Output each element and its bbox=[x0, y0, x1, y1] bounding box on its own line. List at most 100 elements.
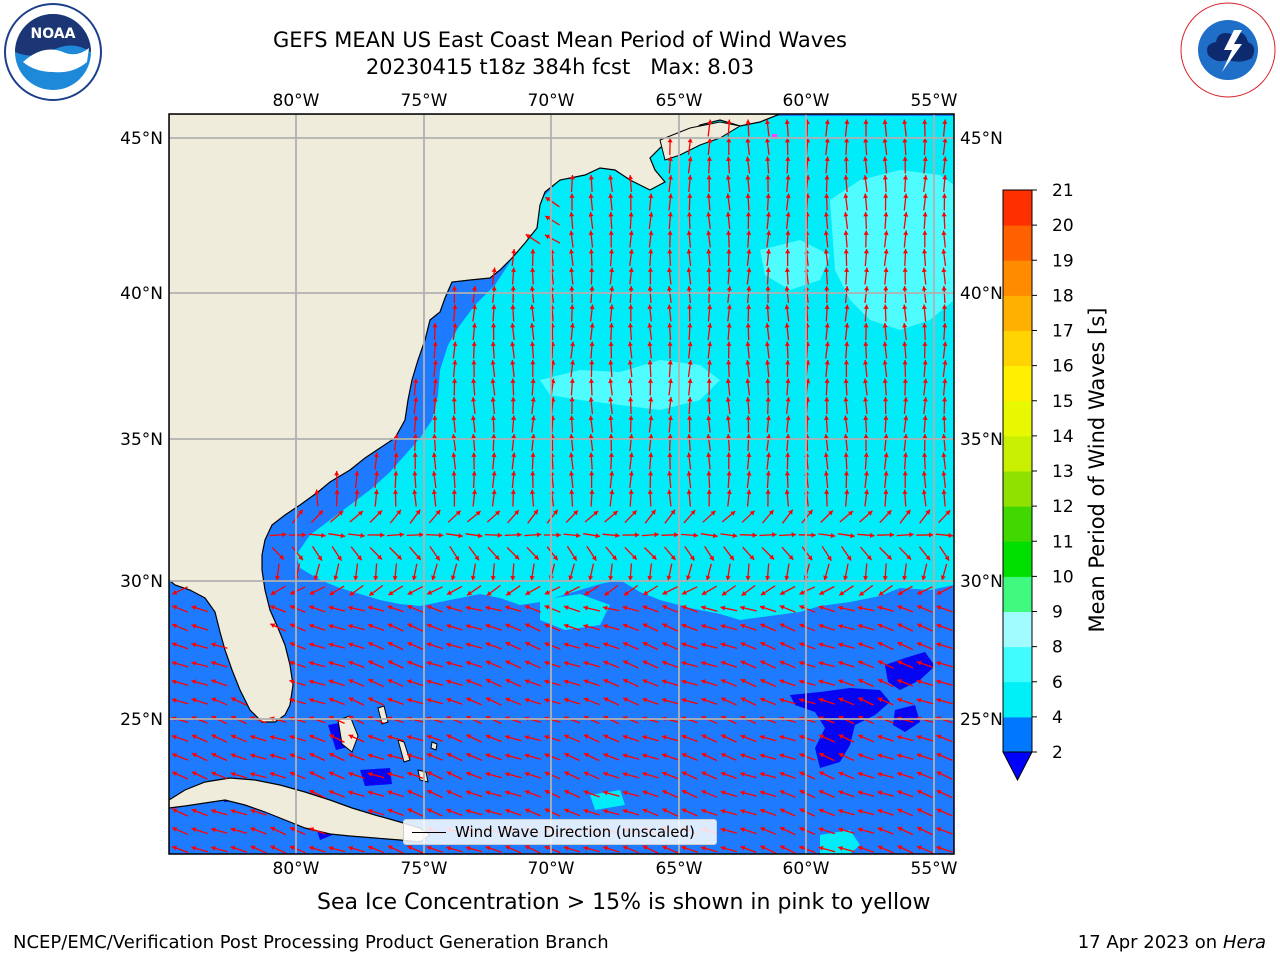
wind-wave-arrowhead bbox=[661, 734, 667, 740]
wind-wave-arrowhead bbox=[569, 267, 575, 273]
wind-wave-arrowhead bbox=[707, 119, 713, 125]
wind-wave-arrowhead bbox=[368, 642, 374, 647]
wind-wave-arrowhead bbox=[823, 212, 829, 217]
wind-wave-arrowhead bbox=[544, 234, 550, 240]
wind-wave-arrowhead bbox=[569, 415, 575, 420]
wind-wave-arrowhead bbox=[824, 156, 830, 162]
wind-wave-arrowhead bbox=[799, 660, 804, 666]
wind-wave-arrowhead bbox=[844, 489, 850, 494]
wind-wave-arrowhead bbox=[882, 138, 888, 143]
wind-wave-arrowhead bbox=[686, 267, 692, 273]
wind-wave-arrowhead bbox=[609, 471, 615, 476]
wind-wave-arrowhead bbox=[740, 642, 746, 647]
wind-wave-arrowhead bbox=[726, 434, 732, 439]
wind-wave-arrowhead bbox=[333, 575, 339, 581]
wind-wave-arrowhead bbox=[368, 660, 374, 666]
wind-wave-arrowhead bbox=[922, 397, 928, 402]
wind-wave-arrowhead bbox=[472, 304, 477, 310]
wind-wave-arrowhead bbox=[485, 660, 491, 666]
wind-wave-arrowhead bbox=[510, 304, 516, 309]
wind-wave-arrowhead bbox=[603, 642, 608, 648]
wind-wave-arrowhead bbox=[726, 156, 732, 161]
wind-wave-arrowhead bbox=[318, 510, 323, 516]
wind-wave-arrowhead bbox=[309, 697, 314, 703]
wind-wave-arrowhead bbox=[211, 679, 217, 684]
wind-wave-arrowhead bbox=[942, 341, 948, 347]
wind-wave-arrowhead bbox=[863, 193, 869, 199]
wind-wave-arrowhead bbox=[348, 660, 354, 666]
wind-wave-arrowhead bbox=[545, 197, 551, 202]
wind-wave-arrowhead bbox=[921, 286, 927, 291]
colorbar-tick-label: 17 bbox=[1052, 322, 1074, 342]
wind-wave-arrowhead bbox=[922, 175, 928, 180]
colorbar-segment bbox=[1003, 681, 1032, 718]
wind-wave-arrowhead bbox=[759, 790, 765, 796]
wind-wave-arrowhead bbox=[377, 510, 382, 516]
wind-wave-arrowhead bbox=[426, 605, 432, 610]
wind-wave-arrowhead bbox=[922, 156, 928, 162]
wind-wave-arrowhead bbox=[799, 590, 805, 595]
wind-wave-arrowhead bbox=[491, 304, 497, 309]
wind-wave-arrowhead bbox=[309, 789, 315, 795]
wind-wave-arrowhead bbox=[583, 752, 589, 758]
wind-wave-arrowhead bbox=[765, 360, 771, 365]
wind-wave-arrowhead bbox=[765, 119, 770, 125]
wind-wave-arrowhead bbox=[524, 771, 530, 777]
wind-wave-arrowhead bbox=[589, 489, 595, 494]
wind-wave-arrowhead bbox=[452, 360, 458, 365]
wind-wave-arrowhead bbox=[726, 230, 732, 235]
wind-wave-arrowhead bbox=[863, 575, 869, 581]
wind-wave-arrowhead bbox=[701, 697, 707, 703]
wind-wave-arrowhead bbox=[670, 555, 676, 560]
wind-wave-arrowhead bbox=[902, 267, 908, 272]
wind-wave-arrowhead bbox=[941, 193, 947, 198]
wind-wave-arrowhead bbox=[942, 378, 948, 384]
wind-wave-arrowhead bbox=[274, 575, 280, 581]
wind-wave-arrowhead bbox=[544, 642, 550, 647]
wind-wave-arrowhead bbox=[902, 323, 908, 328]
wind-wave-arrowhead bbox=[608, 175, 614, 180]
wind-wave-arrowhead bbox=[746, 286, 752, 291]
wind-wave-arrowhead bbox=[760, 679, 766, 684]
gridlines bbox=[169, 114, 954, 854]
wind-wave-arrowhead bbox=[818, 623, 824, 629]
wind-wave-arrowhead bbox=[514, 510, 519, 515]
colorbar-segment bbox=[1003, 365, 1032, 402]
wind-wave-arrowhead bbox=[745, 119, 751, 124]
wind-wave-arrowhead bbox=[648, 397, 654, 402]
wind-wave-arrowhead bbox=[623, 678, 629, 684]
wind-wave-arrowhead bbox=[863, 415, 869, 420]
wind-wave-arrowhead bbox=[348, 790, 354, 796]
wind-wave-arrowhead bbox=[749, 510, 755, 516]
wind-wave-arrowhead bbox=[588, 249, 594, 254]
wind-wave-arrowhead bbox=[609, 489, 615, 495]
wind-wave-arrowhead bbox=[779, 735, 785, 740]
wind-wave-arrowhead bbox=[799, 623, 805, 629]
wind-wave-arrowhead bbox=[883, 471, 889, 476]
wind-wave-arrowhead bbox=[452, 323, 458, 328]
wind-wave-arrowhead bbox=[628, 434, 634, 439]
wind-wave-arrowhead bbox=[317, 555, 322, 561]
wind-wave-arrowhead bbox=[608, 341, 614, 346]
wind-wave-arrowhead bbox=[396, 554, 402, 560]
wind-wave-arrowhead bbox=[426, 660, 432, 666]
wind-wave-arrowhead bbox=[432, 360, 438, 365]
wind-wave-arrowhead bbox=[608, 397, 614, 402]
wind-wave-arrowhead bbox=[721, 697, 726, 703]
wind-wave-arrowhead bbox=[667, 415, 673, 421]
map-frame bbox=[168, 113, 955, 855]
wind-wave-arrowhead bbox=[407, 734, 412, 740]
wind-wave-arrowhead bbox=[941, 434, 947, 439]
wind-wave-arrowhead bbox=[877, 808, 883, 814]
wind-wave-arrowhead bbox=[843, 415, 849, 421]
wind-wave-arrowhead bbox=[844, 267, 850, 272]
wind-wave-arrowhead bbox=[446, 734, 452, 740]
wind-wave-arrowhead bbox=[211, 753, 217, 758]
wind-wave-arrowhead bbox=[942, 323, 948, 328]
wind-wave-arrowhead bbox=[373, 489, 379, 495]
wind-wave-arrowhead bbox=[524, 790, 530, 795]
wind-wave-arrowhead bbox=[635, 532, 640, 538]
wind-wave-arrowhead bbox=[486, 591, 492, 596]
colorbar-segment bbox=[1003, 400, 1032, 437]
wind-wave-arrowhead bbox=[948, 532, 953, 538]
